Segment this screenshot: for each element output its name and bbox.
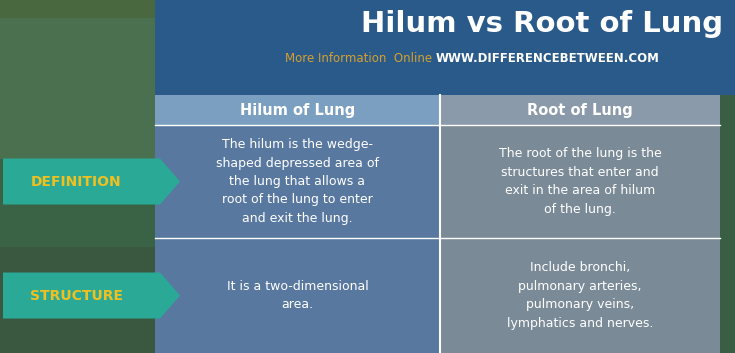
FancyBboxPatch shape: [720, 18, 735, 353]
Text: STRUCTURE: STRUCTURE: [30, 288, 123, 303]
Text: Hilum of Lung: Hilum of Lung: [240, 102, 355, 118]
Text: It is a two-dimensional
area.: It is a two-dimensional area.: [226, 280, 368, 311]
Text: Hilum vs Root of Lung: Hilum vs Root of Lung: [361, 10, 723, 38]
FancyBboxPatch shape: [155, 238, 440, 353]
Polygon shape: [3, 273, 180, 318]
Text: Include bronchi,
pulmonary arteries,
pulmonary veins,
lymphatics and nerves.: Include bronchi, pulmonary arteries, pul…: [507, 261, 653, 330]
FancyBboxPatch shape: [0, 247, 175, 353]
FancyBboxPatch shape: [0, 18, 175, 353]
FancyBboxPatch shape: [155, 125, 440, 238]
FancyBboxPatch shape: [440, 95, 720, 125]
Text: The root of the lung is the
structures that enter and
exit in the area of hilum
: The root of the lung is the structures t…: [498, 147, 662, 216]
FancyBboxPatch shape: [155, 0, 735, 95]
Text: WWW.DIFFERENCEBETWEEN.COM: WWW.DIFFERENCEBETWEEN.COM: [436, 52, 660, 65]
Text: DEFINITION: DEFINITION: [31, 174, 122, 189]
FancyBboxPatch shape: [0, 18, 175, 159]
FancyBboxPatch shape: [440, 125, 720, 238]
FancyBboxPatch shape: [440, 238, 720, 353]
Text: Root of Lung: Root of Lung: [527, 102, 633, 118]
Text: The hilum is the wedge-
shaped depressed area of
the lung that allows a
root of : The hilum is the wedge- shaped depressed…: [216, 138, 379, 225]
Polygon shape: [3, 158, 180, 204]
FancyBboxPatch shape: [155, 95, 440, 125]
FancyBboxPatch shape: [0, 0, 735, 18]
Text: More Information  Online: More Information Online: [285, 52, 432, 65]
FancyBboxPatch shape: [0, 159, 175, 247]
